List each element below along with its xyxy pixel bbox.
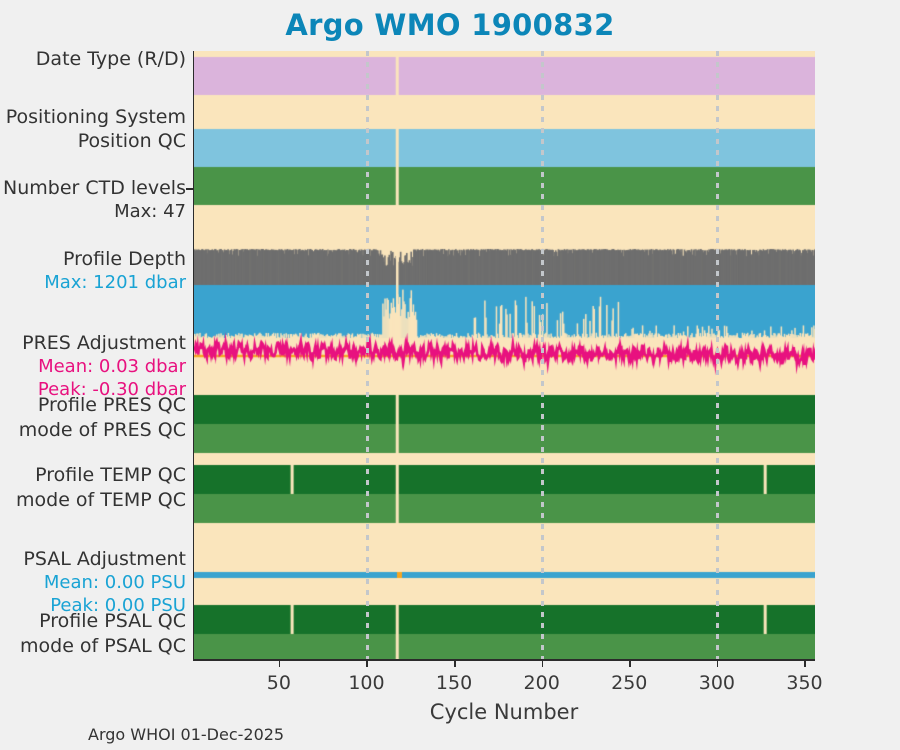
row-label-mode-psal-qc: mode of PSAL QC [20, 635, 186, 658]
row-label-mode-pres-qc: mode of PRES QC [19, 419, 186, 442]
gridline [541, 51, 545, 659]
row-label-profile-pres-qc: Profile PRES QC [38, 394, 186, 417]
x-axis-line [193, 659, 815, 661]
x-tick [278, 659, 281, 667]
x-tick [366, 659, 368, 667]
row-label-positioning-system: Positioning System [6, 106, 186, 129]
row-label-pres-mean: Mean: 0.03 dbar [38, 356, 186, 377]
row-label-text: mode of PSAL QC [20, 635, 186, 657]
row-label-profile-psal-qc: Profile PSAL QC [39, 610, 186, 633]
x-tick [804, 659, 806, 667]
row-label-text: Date Type (R/D) [35, 48, 186, 70]
series-canvas [194, 51, 815, 659]
row-label-profile-depth: Profile Depth Max: 1201 dbar [44, 248, 186, 294]
x-tick [454, 659, 456, 667]
row-label-text: mode of TEMP QC [16, 489, 186, 511]
row-label-profile-temp-qc: Profile TEMP QC [35, 464, 186, 487]
x-tick-label: 100 [348, 672, 385, 694]
row-label-mode-temp-qc: mode of TEMP QC [16, 489, 186, 512]
x-tick-label: 300 [698, 672, 736, 694]
page-title: Argo WMO 1900832 [285, 8, 615, 42]
x-axis-title: Cycle Number [429, 700, 579, 724]
row-label-text: mode of PRES QC [18, 419, 186, 441]
row-label-text: Position QC [77, 130, 186, 152]
x-tick [716, 659, 719, 667]
row-label-position-qc: Position QC [78, 130, 186, 153]
row-label-date-type: Date Type (R/D) [36, 48, 186, 71]
row-label-depth-max: Max: 1201 dbar [44, 272, 186, 293]
row-label-text: Profile TEMP QC [35, 464, 186, 486]
x-tick [541, 659, 544, 667]
x-tick-label: 250 [611, 672, 648, 694]
row-label-psal-peak: Peak: 0.00 PSU [50, 595, 186, 616]
x-tick [629, 659, 631, 667]
row-label-psal-adjustment: PSAL Adjustment Mean: 0.00 PSU Peak: 0.0… [23, 548, 186, 617]
row-label-ctd-max: Max: 47 [114, 201, 186, 222]
x-tick-label: 200 [523, 672, 560, 694]
row-label-text: PRES Adjustment [22, 332, 186, 354]
x-tick-label: 150 [435, 672, 473, 694]
row-label-text: Profile PRES QC [37, 394, 186, 416]
gridline [716, 51, 720, 659]
row-label-pres-adjustment: PRES Adjustment Mean: 0.03 dbar Peak: -0… [22, 332, 186, 401]
row-label-psal-mean: Mean: 0.00 PSU [43, 572, 186, 593]
row-label-text: PSAL Adjustment [23, 548, 186, 570]
row-label-text: Positioning System [5, 106, 186, 128]
ctd-levels-axis-tick [186, 188, 194, 190]
row-label-pres-peak: Peak: -0.30 dbar [37, 379, 186, 400]
row-label-ctd-levels: Number CTD levels Max: 47 [3, 177, 186, 223]
row-label-text: Profile Depth [63, 248, 186, 270]
row-label-text: Profile PSAL QC [39, 610, 186, 632]
figure-footer: Argo WHOI 01-Dec-2025 [88, 725, 285, 744]
x-tick-label: 350 [786, 672, 823, 694]
x-tick-label: 50 [266, 672, 291, 694]
plot-area [193, 51, 815, 659]
gridline [365, 51, 369, 659]
row-label-text: Number CTD levels [3, 177, 186, 199]
